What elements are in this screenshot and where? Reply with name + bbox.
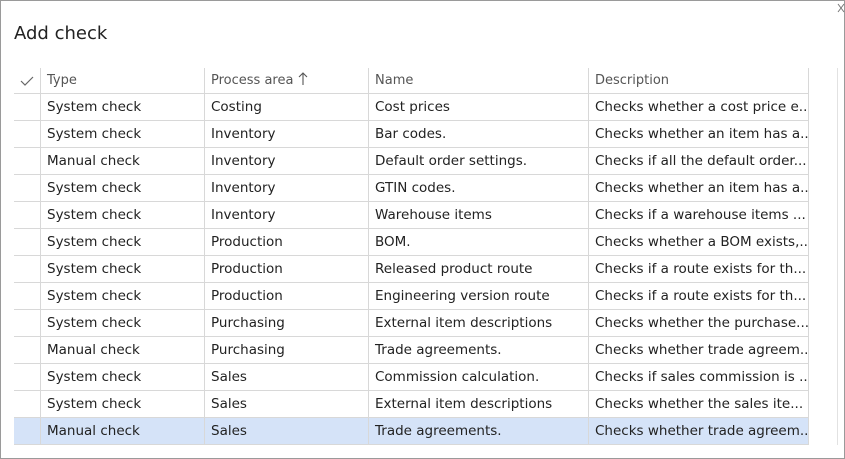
table-cell: Costing xyxy=(205,94,369,121)
table-row[interactable]: System check Sales Commission calculation.… xyxy=(14,364,809,391)
table-cell: BOM. xyxy=(369,229,589,256)
table-cell: Trade agreements. xyxy=(369,337,589,364)
table-row[interactable]: System check Inventory Bar codes. Checks wh… xyxy=(14,121,809,148)
column-header-label: Type xyxy=(47,73,77,88)
table-cell: Manual check xyxy=(41,337,205,364)
table-cell: External item descriptions xyxy=(369,310,589,337)
table-row[interactable]: System check Inventory GTIN codes. Checks w… xyxy=(14,175,809,202)
table-cell: Trade agreements. xyxy=(369,418,589,445)
table-row[interactable]: Manual check Purchasing Trade agreements. C… xyxy=(14,337,809,364)
select-all-header[interactable] xyxy=(14,68,41,94)
table-cell: External item descriptions xyxy=(369,391,589,418)
table-cell: Checks whether trade agreem... xyxy=(589,337,809,364)
table-cell: System check xyxy=(41,175,205,202)
row-selector[interactable] xyxy=(14,391,41,418)
table-cell: GTIN codes. xyxy=(369,175,589,202)
table-cell: Bar codes. xyxy=(369,121,589,148)
row-selector[interactable] xyxy=(14,121,41,148)
column-header[interactable]: Type xyxy=(41,68,205,94)
row-selector[interactable] xyxy=(14,229,41,256)
table-cell: Checks whether trade agreem... xyxy=(589,418,809,445)
row-selector[interactable] xyxy=(14,337,41,364)
table-cell: System check xyxy=(41,391,205,418)
table-cell: Checks if sales commission is ... xyxy=(589,364,809,391)
table-cell: Commission calculation. xyxy=(369,364,589,391)
table-cell: Checks whether the purchase... xyxy=(589,310,809,337)
check-icon xyxy=(20,76,34,86)
table-cell: Default order settings. xyxy=(369,148,589,175)
table-cell: Checks whether a cost price e... xyxy=(589,94,809,121)
table-cell: Inventory xyxy=(205,121,369,148)
row-selector[interactable] xyxy=(14,94,41,121)
table-row[interactable]: System check Production Released product r… xyxy=(14,256,809,283)
table-cell: System check xyxy=(41,121,205,148)
table-cell: System check xyxy=(41,229,205,256)
row-selector[interactable] xyxy=(14,310,41,337)
close-icon[interactable] xyxy=(837,3,845,13)
table-cell: Inventory xyxy=(205,175,369,202)
row-selector[interactable] xyxy=(14,256,41,283)
table-cell: Checks if a route exists for th... xyxy=(589,283,809,310)
table-cell: Purchasing xyxy=(205,310,369,337)
table-cell: System check xyxy=(41,202,205,229)
table-row[interactable]: System check Sales External item descripti… xyxy=(14,391,809,418)
table-cell: Inventory xyxy=(205,202,369,229)
row-selector[interactable] xyxy=(14,148,41,175)
table-row[interactable]: System check Purchasing External item desc… xyxy=(14,310,809,337)
dialog-title: Add check xyxy=(14,23,108,44)
table-cell: Checks whether an item has a... xyxy=(589,121,809,148)
table-cell: System check xyxy=(41,256,205,283)
table-cell: Manual check xyxy=(41,418,205,445)
table-cell: Purchasing xyxy=(205,337,369,364)
row-selector[interactable] xyxy=(14,418,41,445)
table-cell: Production xyxy=(205,283,369,310)
table-cell: Released product route xyxy=(369,256,589,283)
table-cell: Engineering version route xyxy=(369,283,589,310)
table-cell: Checks if all the default order... xyxy=(589,148,809,175)
table-cell: Checks if a warehouse items ... xyxy=(589,202,809,229)
table-cell: System check xyxy=(41,94,205,121)
table-cell: System check xyxy=(41,283,205,310)
column-header[interactable]: Process area xyxy=(205,68,369,94)
table-cell: System check xyxy=(41,364,205,391)
table-cell: Sales xyxy=(205,418,369,445)
table-cell: Sales xyxy=(205,364,369,391)
table-cell: Warehouse items xyxy=(369,202,589,229)
column-header-label: Description xyxy=(595,73,670,88)
table-cell: Manual check xyxy=(41,148,205,175)
table-row[interactable]: Manual check Sales Trade agreements. Checks… xyxy=(14,418,809,445)
row-selector[interactable] xyxy=(14,175,41,202)
row-selector[interactable] xyxy=(14,202,41,229)
table-cell: Production xyxy=(205,256,369,283)
table-cell: Checks whether a BOM exists,... xyxy=(589,229,809,256)
column-header-label: Process area xyxy=(211,73,294,88)
table-cell: System check xyxy=(41,310,205,337)
table-cell: Production xyxy=(205,229,369,256)
table-cell: Checks whether the sales ite... xyxy=(589,391,809,418)
table-cell: Checks whether an item has a... xyxy=(589,175,809,202)
row-selector[interactable] xyxy=(14,364,41,391)
table-row[interactable]: System check Inventory Warehouse items Chec… xyxy=(14,202,809,229)
sort-ascending-icon xyxy=(299,72,308,85)
table-row[interactable]: System check Production BOM. Checks whether… xyxy=(14,229,809,256)
table-row[interactable]: System check Production Engineering versio… xyxy=(14,283,809,310)
table-cell: Sales xyxy=(205,391,369,418)
table-row[interactable]: System check Costing Cost prices Checks whe… xyxy=(14,94,809,121)
table-row[interactable]: Manual check Inventory Default order setti… xyxy=(14,148,809,175)
column-header-label: Name xyxy=(375,73,414,88)
row-selector[interactable] xyxy=(14,283,41,310)
scroll-divider xyxy=(837,68,838,445)
table-cell: Checks if a route exists for th... xyxy=(589,256,809,283)
column-header[interactable]: Description xyxy=(589,68,809,94)
column-header[interactable]: Name xyxy=(369,68,589,94)
table-cell: Inventory xyxy=(205,148,369,175)
table-cell: Cost prices xyxy=(369,94,589,121)
